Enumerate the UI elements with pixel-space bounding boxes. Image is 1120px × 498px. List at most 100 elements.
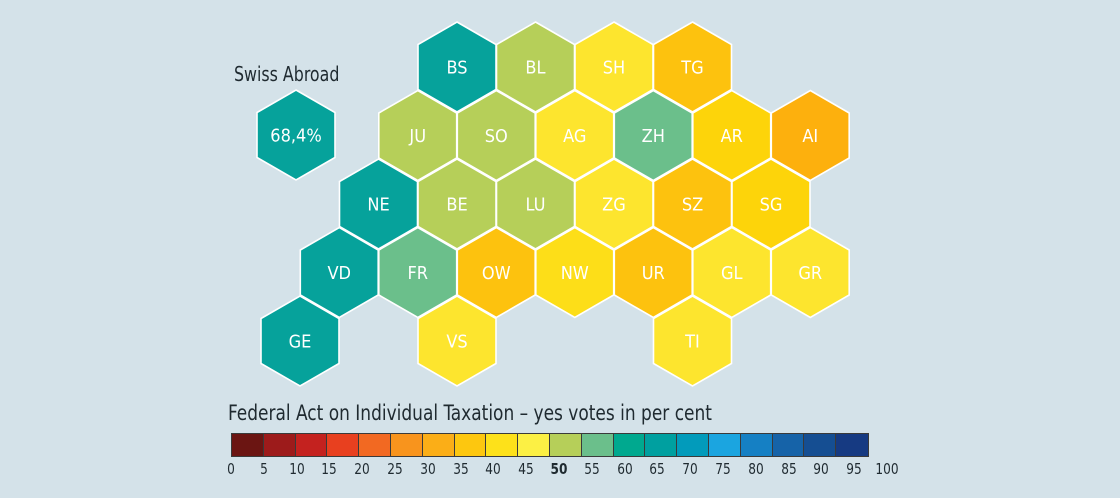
canton-ow-label: OW bbox=[482, 263, 511, 284]
canton-nw: NW bbox=[534, 226, 615, 319]
legend-tick: 5 bbox=[259, 460, 268, 478]
canton-sg: SG bbox=[731, 158, 811, 250]
canton-gr-shape bbox=[770, 226, 851, 319]
canton-nw-label: NW bbox=[561, 263, 589, 284]
canton-sg-label: SG bbox=[760, 195, 783, 216]
legend-title: Federal Act on Individual Taxation – yes… bbox=[228, 401, 712, 425]
legend-tick: 60 bbox=[616, 460, 633, 478]
legend-tick: 65 bbox=[649, 460, 666, 478]
legend-tick: 45 bbox=[518, 460, 534, 478]
legend-swatch bbox=[232, 434, 264, 456]
canton-so-label: SO bbox=[485, 126, 508, 147]
legend-tick: 70 bbox=[682, 460, 698, 478]
legend-swatch bbox=[581, 434, 614, 456]
canton-vs-shape bbox=[417, 295, 497, 387]
legend-swatch bbox=[836, 434, 868, 456]
canton-vs-label: VS bbox=[446, 332, 467, 353]
canton-ai: AI bbox=[770, 89, 851, 182]
legend-tick: 55 bbox=[584, 460, 600, 478]
canton-tg: TG bbox=[652, 21, 733, 113]
canton-ti-shape bbox=[652, 295, 733, 387]
canton-ar-label: AR bbox=[721, 126, 743, 147]
legend-tick: 25 bbox=[387, 460, 403, 478]
swiss-abroad-label: Swiss Abroad bbox=[234, 62, 340, 86]
canton-ge: GE bbox=[260, 295, 340, 387]
canton-ur-label: UR bbox=[642, 263, 665, 284]
canton-ti-label: TI bbox=[684, 332, 700, 353]
canton-bl-label: BL bbox=[525, 58, 545, 79]
legend-tick: 0 bbox=[227, 460, 235, 478]
canton-sz-label: SZ bbox=[682, 195, 703, 216]
legend-swatch bbox=[518, 434, 550, 456]
canton-gr: GR bbox=[770, 226, 851, 319]
canton-vs: VS bbox=[417, 295, 497, 387]
legend-swatch bbox=[740, 434, 773, 456]
legend-tick: 85 bbox=[780, 460, 797, 478]
legend-swatch bbox=[295, 434, 328, 456]
canton-sg-shape bbox=[731, 158, 811, 250]
legend-swatch bbox=[486, 434, 519, 456]
canton-ur: UR bbox=[613, 226, 694, 319]
legend-tick: 10 bbox=[288, 460, 305, 478]
canton-ow: OW bbox=[456, 226, 537, 319]
canton-zh: ZH bbox=[613, 89, 694, 182]
legend-tick: 90 bbox=[813, 460, 830, 478]
canton-ju: JU bbox=[377, 89, 458, 182]
canton-ju-label: JU bbox=[408, 126, 426, 147]
legend-swatch bbox=[645, 434, 678, 456]
swiss-abroad-hex-label: 68,4% bbox=[270, 126, 321, 147]
canton-ag-label: AG bbox=[563, 126, 586, 147]
legend-swatch bbox=[677, 434, 709, 456]
canton-bs: BS bbox=[417, 21, 497, 113]
legend-tick: 20 bbox=[354, 460, 370, 478]
canton-ai-shape bbox=[770, 89, 851, 182]
legend-tick-labels: 0 5 10 15 20 25 30 35 40 45 50 55 60 65 70 75 80 85 90 95 10… bbox=[227, 460, 898, 480]
canton-lu-label: LU bbox=[526, 195, 546, 216]
canton-tg-shape bbox=[652, 21, 733, 113]
canton-zh-label: ZH bbox=[642, 126, 665, 147]
legend-tick: 100 bbox=[875, 460, 899, 478]
legend-swatch bbox=[613, 434, 646, 456]
canton-ai-label: AI bbox=[802, 126, 818, 147]
legend-tick: 15 bbox=[321, 460, 338, 478]
legend-swatch bbox=[772, 434, 805, 456]
swiss-abroad-hex-shape bbox=[256, 89, 336, 181]
canton-gr-label: GR bbox=[798, 263, 822, 284]
legend-swatch bbox=[454, 434, 487, 456]
canton-zg-label: ZG bbox=[602, 195, 626, 216]
canton-sh-label: SH bbox=[603, 58, 625, 79]
legend-tick: 75 bbox=[715, 460, 731, 478]
swiss-abroad-hex: 68,4% bbox=[256, 89, 336, 181]
legend-tick: 35 bbox=[452, 460, 469, 478]
canton-be-label: BE bbox=[446, 195, 467, 216]
legend-swatch bbox=[422, 434, 455, 456]
legend-tick: 80 bbox=[748, 460, 764, 478]
canton-be: BE bbox=[417, 158, 497, 250]
legend-swatch bbox=[804, 434, 837, 456]
legend-tick: 95 bbox=[846, 460, 862, 478]
canton-fr-label: FR bbox=[407, 263, 428, 284]
canton-ge-shape bbox=[260, 295, 340, 387]
canton-bs-label: BS bbox=[446, 58, 467, 79]
canton-ne-label: NE bbox=[367, 195, 389, 216]
legend-tick: 40 bbox=[485, 460, 502, 478]
canton-ti: TI bbox=[652, 295, 733, 387]
legend-swatch bbox=[327, 434, 360, 456]
legend-swatch bbox=[708, 434, 741, 456]
canton-gl: GL bbox=[691, 226, 772, 319]
canton-vd: VD bbox=[299, 226, 380, 319]
canton-ag: AG bbox=[534, 89, 615, 182]
legend-swatch bbox=[390, 434, 423, 456]
legend-swatch bbox=[263, 434, 296, 456]
legend-tick: 50 bbox=[550, 460, 568, 478]
legend-tick: 30 bbox=[420, 460, 436, 478]
canton-vd-label: VD bbox=[327, 263, 351, 284]
legend-swatch bbox=[549, 434, 582, 456]
canton-gl-label: GL bbox=[721, 263, 743, 284]
legend-color-scale bbox=[231, 433, 869, 457]
canton-ge-label: GE bbox=[289, 332, 312, 353]
legend-swatch bbox=[359, 434, 391, 456]
canton-tg-label: TG bbox=[680, 58, 703, 79]
